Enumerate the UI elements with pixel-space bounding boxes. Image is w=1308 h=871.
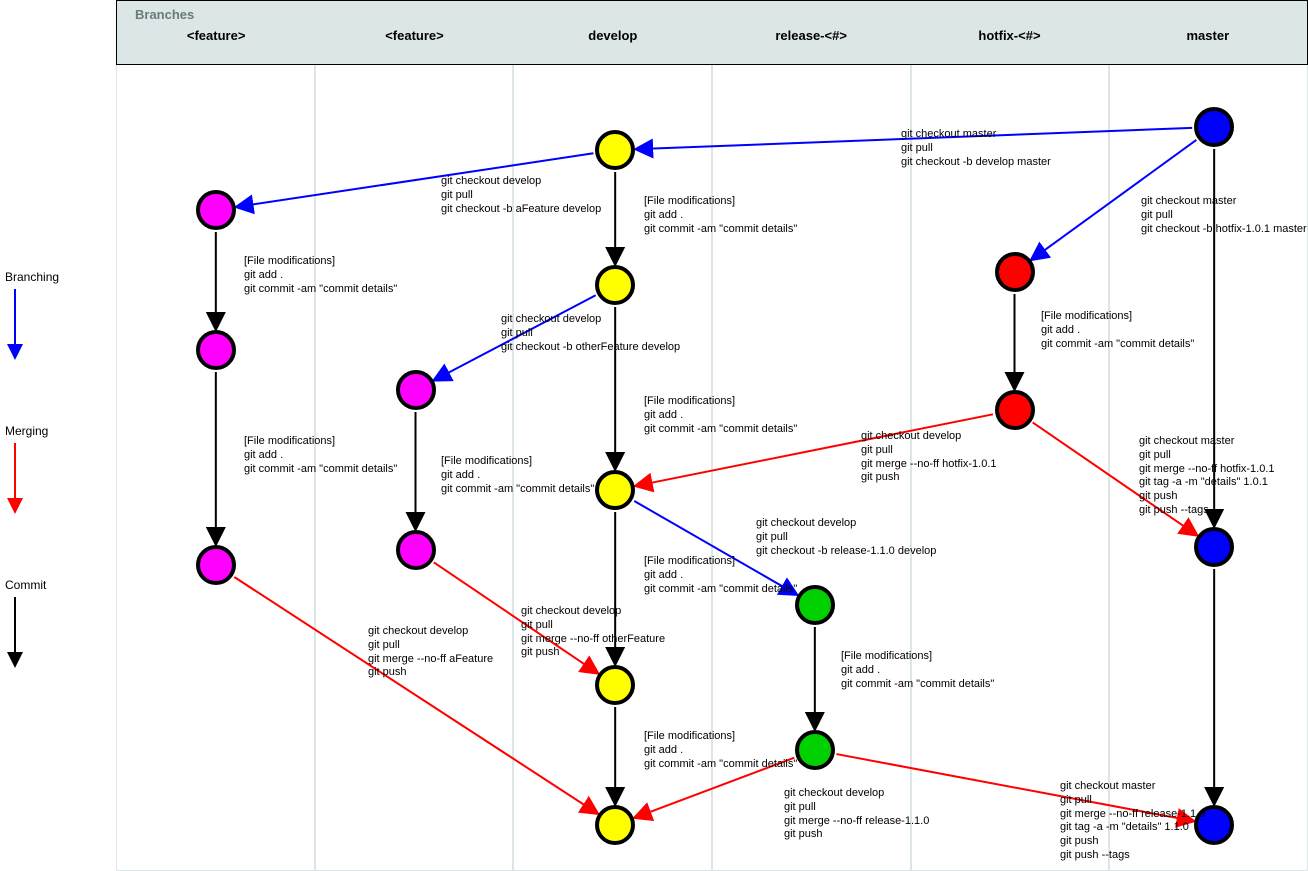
diagram: Branches <feature> <feature> develop rel…: [115, 0, 1308, 871]
command-label: git checkout master git pull git checkou…: [1141, 195, 1307, 236]
command-label: [File modifications] git add . git commi…: [644, 555, 797, 596]
command-label: [File modifications] git add . git commi…: [644, 395, 797, 436]
command-label: [File modifications] git add . git commi…: [244, 435, 397, 476]
command-label: git checkout develop git pull git merge …: [861, 430, 997, 485]
legend-label: Branching: [5, 270, 59, 284]
command-label: [File modifications] git add . git commi…: [644, 195, 797, 236]
commit-node: [396, 530, 436, 570]
command-label: git checkout develop git pull git merge …: [521, 605, 665, 660]
command-label: git checkout develop git pull git checko…: [501, 313, 680, 354]
commit-node: [1194, 527, 1234, 567]
commit-node: [595, 665, 635, 705]
legend-commit: Commit: [5, 578, 115, 672]
nodes: git checkout master git pull git checkou…: [116, 0, 1308, 871]
commit-node: [196, 330, 236, 370]
commit-node: [595, 805, 635, 845]
legend-branching: Branching: [5, 270, 115, 364]
commit-node: [196, 545, 236, 585]
legend-label: Merging: [5, 424, 48, 438]
commit-node: [196, 190, 236, 230]
command-label: git checkout develop git pull git merge …: [784, 787, 929, 842]
command-label: [File modifications] git add . git commi…: [441, 455, 594, 496]
legend: Branching Merging Commit: [0, 0, 115, 871]
legend-merging: Merging: [5, 424, 115, 518]
command-label: git checkout develop git pull git checko…: [441, 175, 601, 216]
command-label: [File modifications] git add . git commi…: [244, 255, 397, 296]
command-label: [File modifications] git add . git commi…: [1041, 310, 1194, 351]
legend-label: Commit: [5, 578, 46, 592]
command-label: git checkout develop git pull git merge …: [368, 625, 493, 680]
commit-node: [595, 265, 635, 305]
commit-node: [396, 370, 436, 410]
commit-node: [595, 470, 635, 510]
command-label: [File modifications] git add . git commi…: [644, 730, 797, 771]
commit-node: [795, 730, 835, 770]
command-label: git checkout develop git pull git checko…: [756, 517, 936, 558]
commit-node: [595, 130, 635, 170]
command-label: git checkout master git pull git merge -…: [1060, 780, 1205, 863]
commit-node: [995, 390, 1035, 430]
commit-node: [1194, 107, 1234, 147]
commit-node: [795, 585, 835, 625]
command-label: git checkout master git pull git checkou…: [901, 128, 1051, 169]
commit-node: [995, 252, 1035, 292]
command-label: git checkout master git pull git merge -…: [1139, 435, 1275, 518]
command-label: [File modifications] git add . git commi…: [841, 650, 994, 691]
